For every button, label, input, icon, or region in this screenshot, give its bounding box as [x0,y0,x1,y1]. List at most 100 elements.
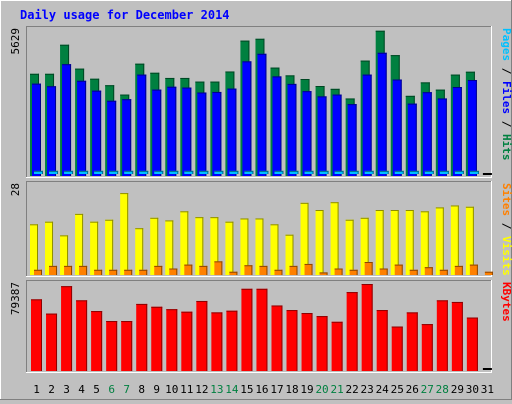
bar-pages-day-17 [274,170,284,174]
bar-sites-day-17 [274,269,283,275]
x-tick-label-day-24: 24 [376,383,390,396]
bar-visits-day-27 [420,211,429,275]
bar-kbytes-day-10-fill [166,309,178,371]
bar-pages-day-14 [229,170,239,174]
bar-visits-day-6 [105,219,114,275]
bar-kbytes-day-19 [301,313,313,371]
bar-sites-day-31-fill [484,271,493,275]
bar-kbytes-day-8-fill [136,303,148,371]
bar-sites-day-19-fill [304,263,313,275]
legend-entry-3: / [500,114,512,134]
bar-sites-day-2 [49,265,58,275]
bar-sites-day-30-fill [469,264,478,275]
x-tick-label-day-13: 13 [210,383,223,396]
legend: Sites / Visits [500,183,512,276]
bar-pages-day-15-fill [244,170,254,174]
bar-sites-day-29 [454,265,463,275]
bar-visits-day-7-fill [120,193,129,275]
x-tick-label-day-22: 22 [346,383,359,396]
bar-pages-day-20-fill [319,170,329,174]
bar-visits-day-1-fill [30,224,38,275]
bar-files-day-26 [407,103,417,176]
x-tick-label-day-29: 29 [451,383,464,396]
bar-visits-day-22-fill [345,219,354,275]
bar-pages-day-26 [409,170,419,174]
bar-files-day-19-fill [302,91,312,176]
bar-files-day-11-fill [182,87,192,176]
bar-files-day-15 [242,61,252,176]
legend-entry-4: Hits [500,134,512,161]
bar-files-day-17-fill [272,76,282,176]
bar-kbytes-day-30-fill [466,317,478,371]
bar-kbytes-day-18 [286,310,298,371]
bar-sites-day-16-fill [259,265,268,275]
bar-visits-day-4-fill [75,213,84,275]
bar-sites-day-1-fill [34,269,42,275]
bar-pages-day-3 [64,170,74,174]
bar-sites-day-8 [139,269,148,275]
bar-kbytes-day-3-fill [61,286,73,371]
bar-kbytes-day-11 [181,311,193,371]
bar-kbytes-day-29 [451,301,463,371]
y-max-label: 28 [9,183,22,196]
bar-files-day-4 [77,80,87,176]
bar-sites-day-29-fill [454,265,463,275]
bar-pages-day-3-fill [64,170,74,174]
bar-pages-day-8-fill [139,170,149,174]
bar-kbytes-day-22-fill [346,292,358,371]
bar-files-day-7-fill [122,99,132,176]
bar-sites-day-10-fill [169,268,178,275]
bar-visits-day-21 [330,202,339,275]
bar-visits-day-5 [90,221,99,275]
bar-kbytes-day-5 [91,311,103,371]
bar-pages-day-9 [154,170,164,174]
bar-files-day-9 [152,89,162,176]
bar-files-day-11 [182,87,192,176]
bar-pages-day-11-fill [184,170,194,174]
x-tick-label-day-27: 27 [421,383,434,396]
bar-kbytes-day-1 [31,299,42,371]
bar-pages-day-5-fill [94,170,104,174]
legend-entry-1: / [500,61,512,81]
bar-visits-day-20 [315,210,324,275]
legend-entry-0: KBytes [500,282,512,322]
bar-kbytes-day-4 [76,300,88,371]
bar-files-day-21-fill [332,94,342,176]
bar-kbytes-day-14 [226,310,238,371]
bar-sites-day-28-fill [439,269,448,275]
bar-visits-day-9 [150,217,159,275]
bar-kbytes-day-9-fill [151,306,163,371]
bar-files-day-7 [122,99,132,176]
bar-sites-day-15-fill [244,265,253,275]
bar-pages-day-7 [124,170,134,174]
bar-files-day-24-fill [377,52,387,176]
bar-kbytes-day-10 [166,309,178,371]
bar-pages-day-25-fill [394,170,404,174]
bar-files-day-1-fill [32,83,41,176]
bar-pages-day-29-fill [454,170,464,174]
bar-visits-day-7 [120,193,129,275]
bar-kbytes-day-6 [106,321,118,371]
bar-files-day-10 [167,86,177,176]
bar-visits-day-27-fill [420,211,429,275]
x-tick-label-day-10: 10 [165,383,178,396]
bar-sites-day-7 [124,269,133,275]
bar-sites-day-19 [304,263,313,275]
bar-zero-day-31 [482,368,492,370]
bar-kbytes-day-4-fill [76,300,88,371]
bar-pages-day-24-fill [379,170,389,174]
bar-visits-day-5-fill [90,221,99,275]
bar-files-day-27 [422,92,432,176]
bar-files-day-6-fill [107,100,117,176]
bar-sites-day-26 [409,269,418,275]
bar-pages-day-4-fill [79,170,89,174]
x-tick-label-day-11: 11 [180,383,193,396]
bar-visits-day-28-fill [435,207,444,275]
legend-entry-0: Pages [500,28,512,61]
x-tick-label-day-28: 28 [436,383,449,396]
bar-kbytes-day-26-fill [406,312,418,371]
bar-visits-day-1 [30,224,38,275]
bar-pages-day-12-fill [199,170,209,174]
bar-pages-day-6 [109,170,119,174]
bar-sites-day-24-fill [379,268,388,275]
